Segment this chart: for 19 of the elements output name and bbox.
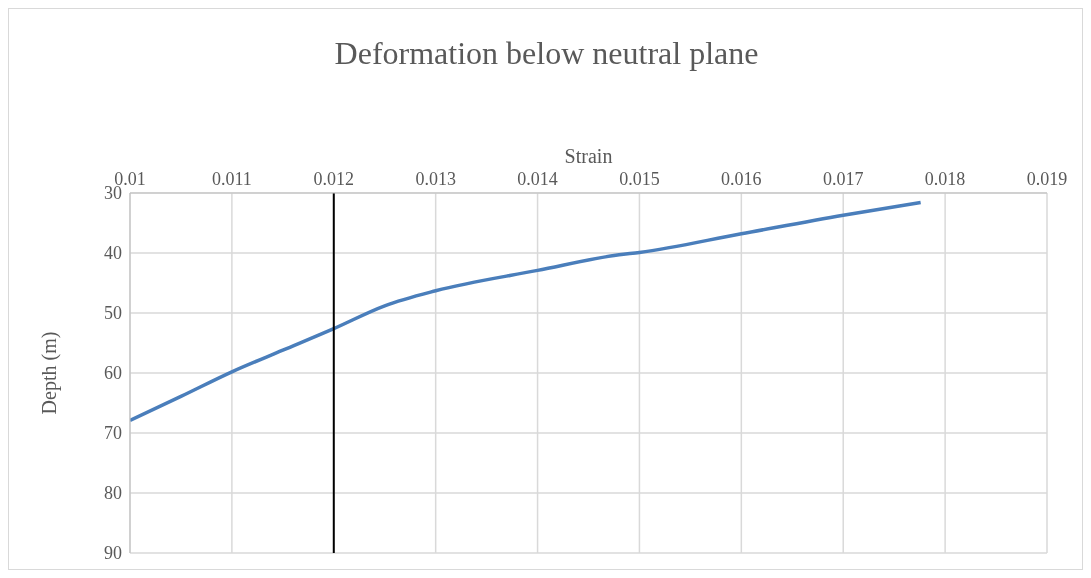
- x-tick-label: 0.015: [619, 169, 660, 189]
- chart-title: Deformation below neutral plane: [333, 35, 760, 72]
- x-tick-label: 0.019: [1026, 169, 1068, 189]
- x-tick-label: 0.012: [313, 169, 355, 189]
- x-tick-label: 0.014: [517, 169, 558, 189]
- y-tick-label: 70: [104, 423, 122, 444]
- x-tick-label: 0.017: [822, 169, 864, 189]
- x-tick-label: 0.018: [924, 169, 966, 189]
- y-axis-title: Depth (m): [38, 331, 62, 415]
- x-tick-label: 0.013: [415, 169, 456, 189]
- y-tick-label: 80: [104, 483, 122, 504]
- y-tick-label: 50: [104, 303, 122, 324]
- y-tick-label: 60: [104, 363, 122, 384]
- y-tick-label: 40: [104, 243, 122, 264]
- y-tick-label: 90: [104, 543, 122, 564]
- line-series: [130, 200, 923, 423]
- x-tick-label: 0.016: [721, 169, 762, 189]
- x-tick-label: 0.011: [211, 169, 252, 189]
- x-axis-title: Strain: [564, 145, 613, 168]
